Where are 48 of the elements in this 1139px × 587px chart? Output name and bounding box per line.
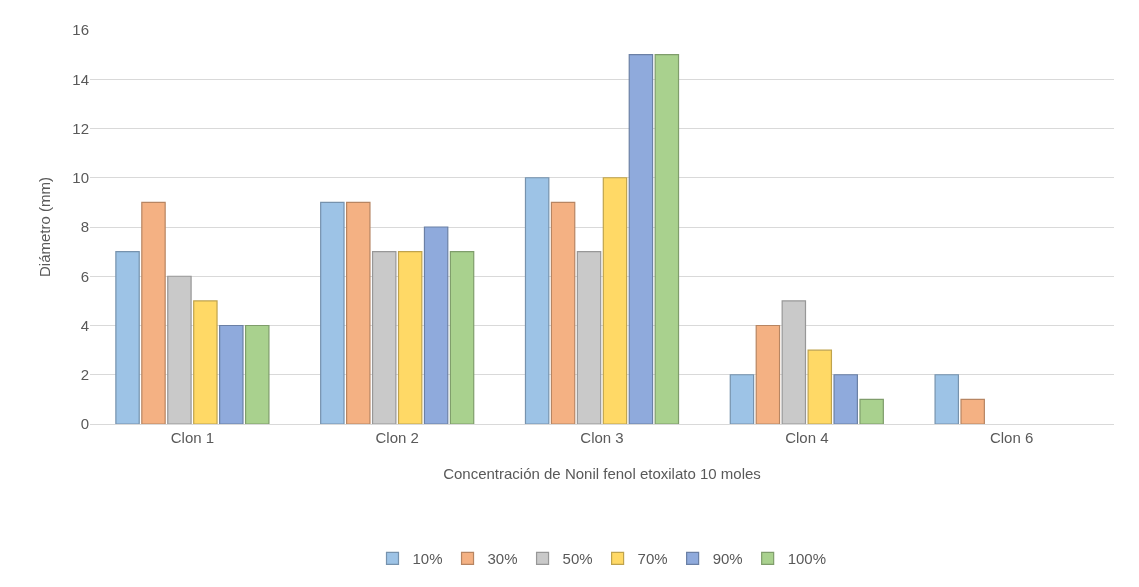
bar <box>423 226 449 424</box>
bar <box>320 201 345 424</box>
y-tick-label: 14 <box>72 70 89 88</box>
y-tick-label: 4 <box>80 316 89 334</box>
legend-label: 70% <box>637 550 668 568</box>
bar <box>859 398 884 424</box>
bar <box>576 251 602 424</box>
bar <box>449 251 475 424</box>
bar <box>141 201 166 424</box>
bar <box>244 324 270 424</box>
bar <box>346 201 371 424</box>
legend-label: 100% <box>787 550 827 568</box>
bar <box>397 251 423 424</box>
bar <box>371 251 397 424</box>
legend-label: 90% <box>712 550 743 568</box>
y-tick-label: 6 <box>80 267 89 285</box>
bar <box>550 201 576 424</box>
bar <box>781 300 807 424</box>
bar <box>115 251 140 424</box>
x-tick-label: Clon 4 <box>785 429 829 446</box>
legend-label: 50% <box>562 550 593 568</box>
x-axis-title: Concentración de Nonil fenol etoxilato 10 moles <box>443 465 761 482</box>
bar <box>628 54 654 424</box>
bar <box>167 275 192 424</box>
bar <box>755 324 781 424</box>
y-tick-label: 2 <box>80 366 89 383</box>
legend-label: 10% <box>412 550 443 568</box>
bar <box>833 374 858 424</box>
bar <box>654 54 680 424</box>
bar <box>602 177 628 424</box>
y-tick-label: 0 <box>80 415 89 433</box>
x-tick-label: Clon 2 <box>375 429 419 446</box>
x-tick-label: Clon 3 <box>580 429 624 446</box>
bar <box>729 374 755 424</box>
x-tick-label: Clon 6 <box>989 429 1034 446</box>
y-tick-label: 16 <box>72 21 89 39</box>
bar <box>193 300 218 424</box>
bar <box>960 398 985 424</box>
bar <box>807 349 833 424</box>
x-tick-label: Clon 1 <box>170 429 215 446</box>
y-axis-title: Diámetro (mm) <box>36 177 53 277</box>
bar <box>219 324 244 424</box>
bar <box>934 374 960 424</box>
y-tick-label: 10 <box>72 169 89 186</box>
legend-label: 30% <box>487 550 518 568</box>
y-tick-label: 12 <box>72 119 89 137</box>
bar <box>524 177 550 424</box>
y-tick-label: 8 <box>80 218 89 236</box>
